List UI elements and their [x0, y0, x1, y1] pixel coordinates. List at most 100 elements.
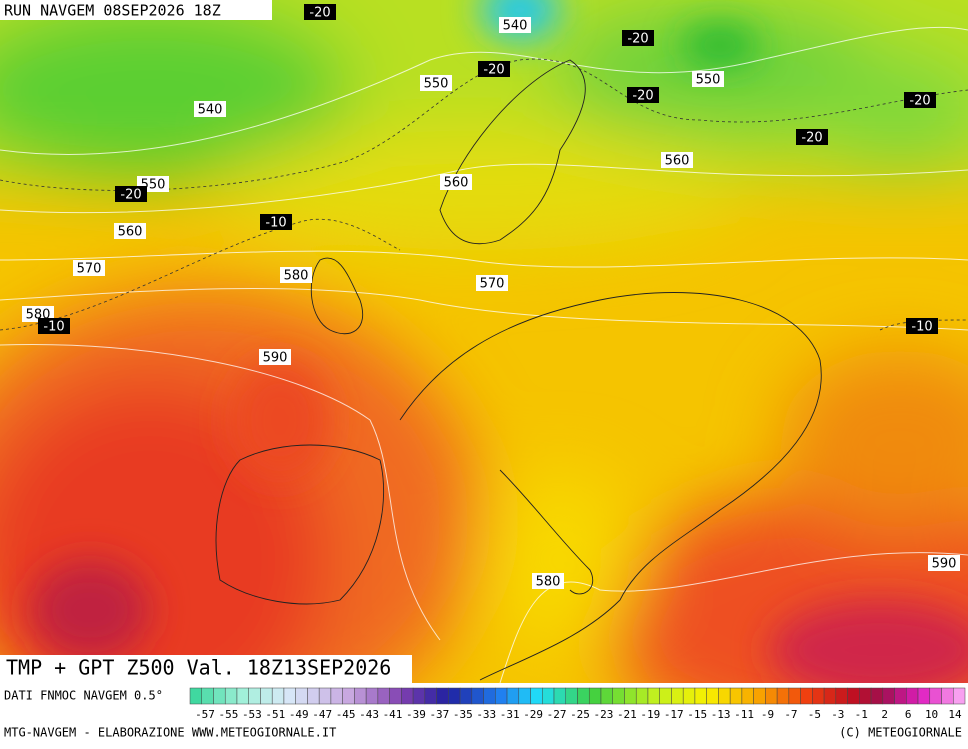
colorbar-label: -47: [312, 708, 332, 721]
colorbar-swatch: [612, 687, 625, 705]
colorbar-swatch: [917, 687, 931, 705]
contour-label-box: [478, 61, 510, 77]
title-box: [0, 655, 412, 683]
contour-label-box: [304, 4, 336, 20]
colorbar-swatch: [201, 687, 214, 705]
contour-label: 570: [77, 262, 102, 277]
contour-label: -10: [911, 320, 932, 335]
colorbar-swatch: [718, 687, 731, 705]
colorbar-swatch: [859, 687, 872, 705]
colorbar-swatch: [624, 687, 637, 705]
colorbar-swatch: [377, 687, 390, 705]
colorbar-swatch: [682, 687, 696, 705]
colorbar-swatch: [307, 687, 320, 705]
colorbar-label: -37: [429, 708, 449, 721]
colorbar-swatch: [659, 687, 672, 705]
contour-label: 540: [198, 103, 223, 118]
map-title: TMP + GPT Z500 Val. 18Z13SEP2026: [6, 656, 391, 680]
contour-label: -20: [483, 63, 504, 78]
colorbar-swatch: [424, 687, 437, 705]
colorbar-swatch: [647, 687, 660, 705]
colorbar-swatch: [953, 687, 966, 705]
colorbar-swatch: [224, 687, 238, 705]
colorbar-label: -23: [594, 708, 614, 721]
colorbar-swatch: [565, 687, 578, 705]
contour-label-box: [259, 349, 291, 365]
contour-label: 550: [424, 77, 449, 92]
contour-label: 580: [284, 269, 309, 284]
contour-label: -20: [909, 94, 930, 109]
colorbar-swatch: [588, 687, 602, 705]
colorbar-label: -19: [640, 708, 660, 721]
contour-label: 560: [444, 176, 469, 191]
contour-label: -20: [632, 89, 653, 104]
colorbar-label: -53: [242, 708, 262, 721]
colorbar-label: -57: [195, 708, 215, 721]
colorbar-label: 6: [905, 708, 912, 721]
colorbar-swatch: [706, 687, 719, 705]
contour-label: 540: [503, 19, 528, 34]
colorbar-swatch: [295, 687, 308, 705]
colorbar-swatch: [800, 687, 813, 705]
colorbar: -57 -55 -53 -51 -49 -47 -45 -43 -41 -39 -37 -35 -33-…: [189, 687, 966, 721]
colorbar-label: -15: [687, 708, 707, 721]
colorbar-swatch: [412, 687, 426, 705]
colorbar-label: -51: [265, 708, 285, 721]
colorbar-label: -49: [289, 708, 309, 721]
colorbar-swatch: [729, 687, 743, 705]
colorbar-swatch: [448, 687, 461, 705]
footer-right: (C) METEOGIORNALE: [839, 726, 962, 740]
colorbar-swatch: [260, 687, 273, 705]
colorbar-label: -29: [523, 708, 543, 721]
colorbar-swatch: [553, 687, 567, 705]
colorbar-swatch: [436, 687, 449, 705]
colorbar-swatch: [389, 687, 402, 705]
colorbar-swatch: [906, 687, 919, 705]
coastlines: [215, 59, 822, 681]
colorbar-swatch: [213, 687, 226, 705]
colorbar-label: -5: [808, 708, 821, 721]
run-label: RUN NAVGEM 08SEP2026 18Z: [4, 2, 221, 20]
contour-label-box: [796, 129, 828, 145]
contour-label-box: [692, 71, 724, 87]
colorbar-label: 10: [925, 708, 938, 721]
colorbar-label: -13: [711, 708, 731, 721]
colorbar-swatch: [882, 687, 895, 705]
contour-label-box: [476, 275, 508, 291]
colorbar-label: -33: [476, 708, 496, 721]
colorbar-swatch: [330, 687, 343, 705]
colorbar-swatch: [929, 687, 942, 705]
colorbar-label: -25: [570, 708, 590, 721]
colorbar-swatch: [459, 687, 473, 705]
colorbar-swatch: [671, 687, 684, 705]
colorbar-swatch: [847, 687, 860, 705]
colorbar-swatch: [354, 687, 367, 705]
contour-label-box: [627, 87, 659, 103]
colorbar-swatch: [577, 687, 590, 705]
footer-left: MTG-NAVGEM - ELABORAZIONE WWW.METEOGIORN…: [4, 726, 336, 740]
colorbar-label: -9: [761, 708, 774, 721]
contour-label: -20: [120, 188, 141, 203]
colorbar-swatch: [483, 687, 496, 705]
contour-label-box: [661, 152, 693, 168]
colorbar-swatch: [812, 687, 825, 705]
contour-label-box: [114, 223, 146, 239]
contour-label-box: [115, 186, 147, 202]
contour-label-box: [420, 75, 452, 91]
contour-label: -10: [265, 216, 286, 231]
colorbar-swatch: [342, 687, 355, 705]
colorbar-swatch: [271, 687, 285, 705]
colorbar-label: 14: [948, 708, 962, 721]
contour-label-box: [906, 318, 938, 334]
colorbar-swatch: [870, 687, 884, 705]
colorbar-label: 2: [881, 708, 888, 721]
colorbar-label: -7: [784, 708, 797, 721]
colorbar-swatch: [283, 687, 296, 705]
colorbar-label: -11: [734, 708, 754, 721]
colorbar-label: -55: [219, 708, 239, 721]
contour-label: -20: [801, 131, 822, 146]
contour-label-box: [904, 92, 936, 108]
contour-label: 570: [480, 277, 505, 292]
